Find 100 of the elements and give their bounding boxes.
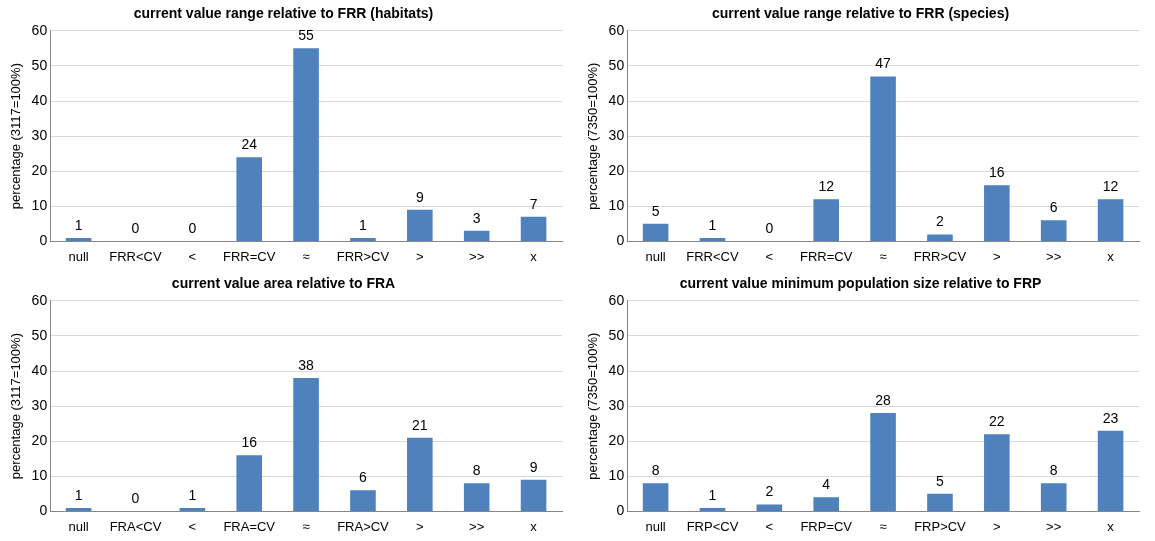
- x-tick-label: >: [993, 518, 1001, 534]
- bar: [927, 234, 953, 241]
- x-tick-label: null: [645, 248, 666, 264]
- x-tick-label: FRP>CV: [914, 518, 967, 534]
- data-label: 12: [1102, 178, 1119, 195]
- x-tick-label: x: [1107, 248, 1115, 264]
- chart-title: current value range relative to FRR (habitats): [133, 5, 434, 22]
- x-tick-label: >: [416, 518, 424, 534]
- bar: [870, 413, 896, 511]
- data-label: 23: [1102, 409, 1119, 426]
- data-label: 9: [529, 458, 538, 475]
- y-tick-label: 60: [608, 291, 625, 308]
- bar: [520, 216, 547, 241]
- x-tick-label: FRP<CV: [686, 518, 739, 534]
- data-label: 3: [472, 209, 481, 226]
- y-tick-label: 10: [608, 197, 625, 214]
- x-tick-label: >>: [469, 248, 485, 264]
- data-label: 1: [359, 216, 368, 233]
- bar: [463, 483, 490, 511]
- bar: [1097, 199, 1124, 241]
- x-tick-label: FRP=CV: [800, 518, 853, 534]
- bar: [350, 490, 376, 511]
- y-tick-label: 30: [31, 126, 48, 143]
- y-axis-title: percentage (3117=100%): [8, 333, 24, 480]
- x-tick-label: FRR<CV: [109, 248, 162, 264]
- x-tick-label: <: [765, 248, 774, 264]
- x-tick-label: FRR>CV: [913, 248, 967, 264]
- x-tick-label: <: [188, 248, 197, 264]
- y-tick-label: 0: [39, 232, 48, 249]
- bar: [407, 437, 433, 511]
- y-tick-label: 50: [31, 326, 48, 343]
- y-tick-label: 20: [608, 432, 625, 449]
- data-label: 0: [131, 490, 140, 507]
- bar: [179, 507, 206, 511]
- data-label: 12: [818, 178, 835, 195]
- bar: [756, 504, 783, 511]
- x-tick-label: null: [645, 518, 666, 534]
- bar: [870, 76, 896, 241]
- x-tick-label: >>: [469, 518, 485, 534]
- x-tick-label: x: [1107, 518, 1115, 534]
- x-tick-label: FRA<CV: [109, 518, 162, 534]
- bar: [642, 483, 669, 511]
- data-label: 6: [359, 469, 368, 486]
- y-tick-label: 40: [31, 91, 48, 108]
- data-label: 8: [1049, 462, 1058, 479]
- x-tick-label: >: [993, 248, 1001, 264]
- data-label: 1: [74, 216, 83, 233]
- bar: [927, 493, 953, 511]
- y-tick-label: 30: [31, 396, 48, 413]
- bar: [1040, 483, 1067, 511]
- x-tick-label: null: [68, 518, 89, 534]
- bar: [1040, 220, 1067, 241]
- y-tick-label: 10: [608, 467, 625, 484]
- data-label: 8: [651, 462, 660, 479]
- data-label: 1: [708, 216, 717, 233]
- data-label: 6: [1049, 199, 1058, 216]
- data-label: 0: [765, 220, 774, 237]
- x-tick-label: FRA>CV: [337, 518, 390, 534]
- chart-title: current value range relative to FRR (species): [711, 5, 1010, 22]
- y-tick-label: 20: [31, 432, 48, 449]
- chart-title: current value minimum population size relative to FRP: [679, 275, 1042, 292]
- bar: [984, 185, 1010, 241]
- data-label: 24: [241, 136, 258, 153]
- bar: [463, 230, 490, 241]
- bar: [984, 434, 1010, 511]
- x-tick-label: >>: [1046, 518, 1062, 534]
- x-tick-label: >: [416, 248, 424, 264]
- bar: [350, 237, 376, 241]
- x-tick-label: ≈: [879, 248, 887, 264]
- y-tick-label: 60: [31, 21, 48, 38]
- data-label: 1: [74, 486, 83, 503]
- y-tick-label: 50: [31, 56, 48, 73]
- data-label: 55: [298, 27, 315, 44]
- data-label: 16: [241, 434, 258, 451]
- bar: [813, 497, 840, 511]
- y-tick-label: 60: [608, 21, 625, 38]
- bar: [699, 507, 726, 511]
- data-label: 38: [298, 356, 315, 373]
- bar: [65, 237, 92, 241]
- data-label: 21: [412, 416, 428, 433]
- bar: [813, 199, 840, 241]
- y-tick-label: 10: [31, 467, 48, 484]
- x-tick-label: <: [188, 518, 197, 534]
- data-label: 9: [415, 188, 424, 205]
- bar: [293, 48, 319, 241]
- y-tick-label: 40: [608, 91, 625, 108]
- x-tick-label: FRR<CV: [686, 248, 739, 264]
- data-label: 5: [651, 202, 660, 219]
- x-tick-label: >>: [1046, 248, 1062, 264]
- bar: [699, 237, 726, 241]
- y-tick-label: 40: [608, 361, 625, 378]
- data-label: 16: [989, 164, 1005, 181]
- x-tick-label: FRR=CV: [800, 248, 853, 264]
- y-tick-label: 50: [608, 56, 625, 73]
- y-tick-label: 20: [31, 162, 48, 179]
- x-tick-label: x: [530, 248, 538, 264]
- y-tick-label: 60: [31, 291, 48, 308]
- data-label: 4: [822, 476, 831, 493]
- data-label: 28: [875, 391, 892, 408]
- y-tick-label: 20: [608, 162, 625, 179]
